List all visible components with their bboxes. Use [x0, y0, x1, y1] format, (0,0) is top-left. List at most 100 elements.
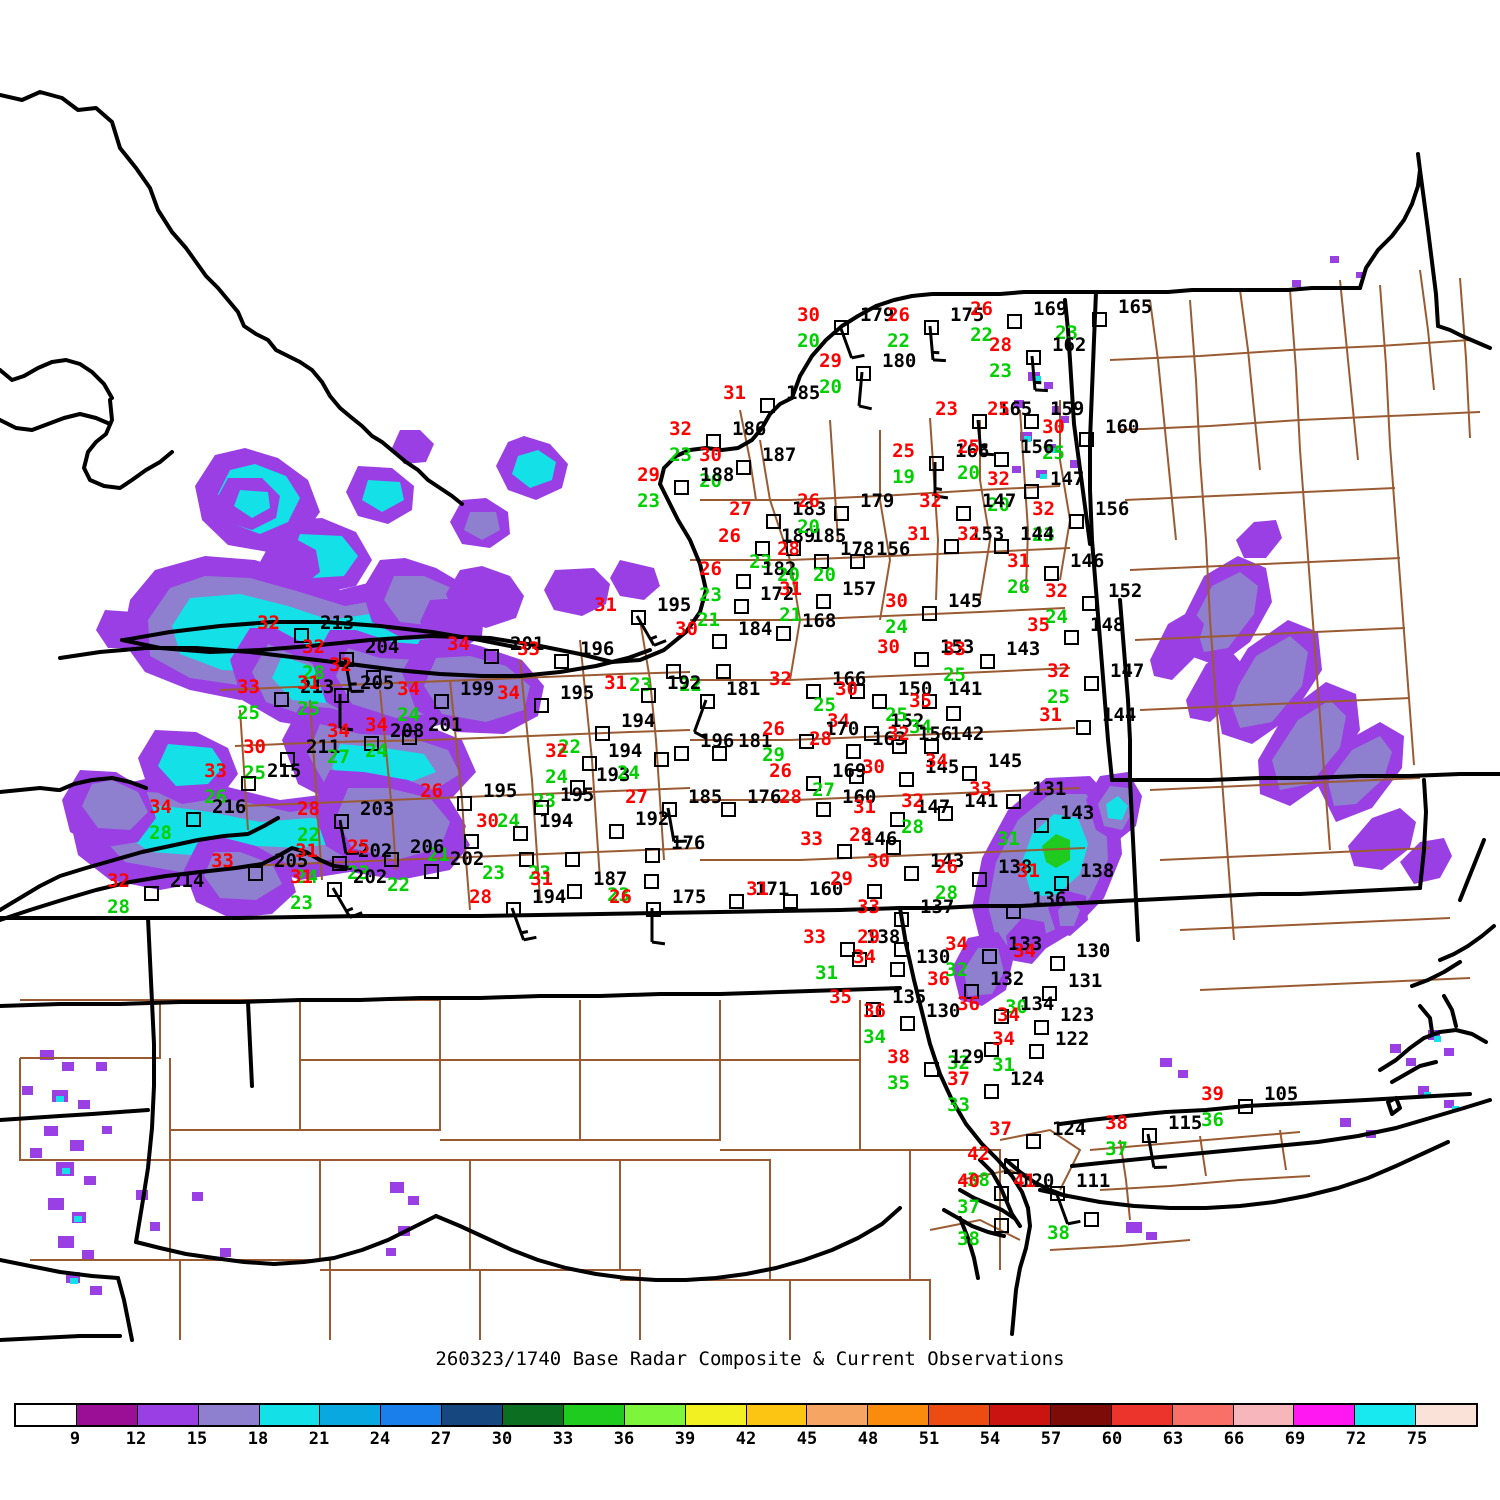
station-temperature: 32: [887, 723, 910, 745]
station-marker-icon: [712, 746, 727, 761]
station-temperature: 31: [604, 672, 627, 694]
station-temperature: 29: [637, 464, 660, 486]
station-temperature: 35: [829, 986, 852, 1008]
station-marker-icon: [706, 434, 721, 449]
colorbar-container: 9 12 15 18 21 24 27 30 33 36 39 42 45 48 51 54 57 60 63 66 6…: [14, 1403, 1478, 1455]
station-dewpoint: 25: [813, 694, 836, 716]
station-temperature: 25: [987, 398, 1010, 420]
station-temperature: 32: [302, 636, 325, 658]
station-dewpoint: 28: [935, 882, 958, 904]
station-altimeter: 152: [1108, 580, 1143, 602]
station-temperature: 34: [149, 796, 172, 818]
station-marker-icon: [1064, 630, 1079, 645]
station-altimeter: 160: [1105, 416, 1140, 438]
station-temperature: 34: [1013, 940, 1036, 962]
station-altimeter: 196: [700, 730, 735, 752]
station-marker-icon: [1029, 1044, 1044, 1059]
station-marker-icon: [972, 872, 987, 887]
station-marker-icon: [567, 884, 582, 899]
station-marker-icon: [241, 776, 256, 791]
station-marker-icon: [890, 962, 905, 977]
station-altimeter: 144: [1102, 704, 1137, 726]
station-altimeter: 183: [792, 498, 827, 520]
station-altimeter: 134: [1020, 993, 1055, 1015]
station-temperature: 26: [769, 760, 792, 782]
station-temperature: 31: [290, 866, 313, 888]
station-dewpoint: 21: [779, 604, 802, 626]
station-marker-icon: [554, 654, 569, 669]
station-marker-icon: [786, 541, 801, 556]
station-temperature: 32: [329, 654, 352, 676]
map-canvas: [0, 90, 1500, 1342]
colorbar-tick-48: 48: [857, 1429, 879, 1449]
station-dewpoint: 34: [909, 716, 932, 738]
radar-echo-adirondack: [1012, 256, 1364, 479]
station-temperature: 27: [625, 786, 648, 808]
station-altimeter: 192: [635, 808, 670, 830]
station-temperature: 32: [1047, 660, 1070, 682]
radar-composite-map[interactable]: 30 20 179 29 20 180 31 185 32 23 186 30 20 187 29 23 188…: [0, 0, 1500, 1345]
station-dewpoint: 24: [617, 762, 640, 784]
station-altimeter: 180: [882, 350, 917, 372]
station-temperature: 33: [204, 760, 227, 782]
station-marker-icon: [534, 698, 549, 713]
colorbar-swatch-6: [381, 1405, 443, 1425]
station-temperature: 30: [885, 590, 908, 612]
colorbar-swatch-0: [16, 1405, 77, 1425]
station-dewpoint: 23: [528, 862, 551, 884]
station-dewpoint: 27: [327, 746, 350, 768]
station-altimeter: 206: [410, 836, 445, 858]
station-temperature: 33: [857, 896, 880, 918]
station-altimeter: 202: [358, 840, 393, 862]
station-dewpoint: 27: [812, 779, 835, 801]
station-marker-icon: [980, 654, 995, 669]
station-dewpoint: 28: [107, 896, 130, 918]
station-altimeter: 205: [274, 850, 309, 872]
station-altimeter: 130: [1076, 940, 1111, 962]
station-marker-icon: [900, 1016, 915, 1031]
station-altimeter: 156: [918, 723, 953, 745]
station-temperature: 31: [723, 382, 746, 404]
wind-barb-icon: [1146, 1133, 1167, 1169]
station-temperature: 34: [497, 682, 520, 704]
station-marker-icon: [457, 796, 472, 811]
station-temperature: 30: [243, 736, 266, 758]
station-marker-icon: [1007, 314, 1022, 329]
station-altimeter: 172: [760, 583, 795, 605]
station-marker-icon: [994, 452, 1009, 467]
station-altimeter: 182: [762, 558, 797, 580]
station-temperature: 28: [469, 886, 492, 908]
station-altimeter: 201: [428, 714, 463, 736]
station-dewpoint: 20: [777, 564, 800, 586]
station-dewpoint: 32: [945, 959, 968, 981]
station-temperature: 32: [957, 523, 980, 545]
station-marker-icon: [944, 539, 959, 554]
station-marker-icon: [962, 766, 977, 781]
station-marker-icon: [595, 726, 610, 741]
station-marker-icon: [850, 554, 865, 569]
wind-barb-icon: [331, 887, 363, 919]
station-altimeter: 166: [832, 668, 867, 690]
station-dewpoint: 24: [365, 740, 388, 762]
radar-echo-northwest: [62, 430, 660, 918]
station-altimeter: 201: [510, 633, 545, 655]
station-marker-icon: [1084, 1212, 1099, 1227]
colorbar-swatch-8: [503, 1405, 564, 1425]
station-altimeter: 195: [657, 594, 692, 616]
station-marker-icon: [866, 1002, 881, 1017]
station-marker-icon: [729, 894, 744, 909]
radar-echo-scattered: [22, 1030, 1459, 1295]
station-dewpoint: 38: [957, 1228, 980, 1250]
station-altimeter: 115: [1168, 1112, 1203, 1134]
station-temperature: 32: [769, 668, 792, 690]
reflectivity-colorbar[interactable]: [14, 1403, 1478, 1427]
station-marker-icon: [890, 812, 905, 827]
station-marker-icon: [384, 852, 399, 867]
station-marker-icon: [922, 694, 937, 709]
station-marker-icon: [712, 634, 727, 649]
station-temperature: 36: [957, 993, 980, 1015]
station-temperature: 32: [919, 490, 942, 512]
station-marker-icon: [806, 776, 821, 791]
station-marker-icon: [1054, 876, 1069, 891]
